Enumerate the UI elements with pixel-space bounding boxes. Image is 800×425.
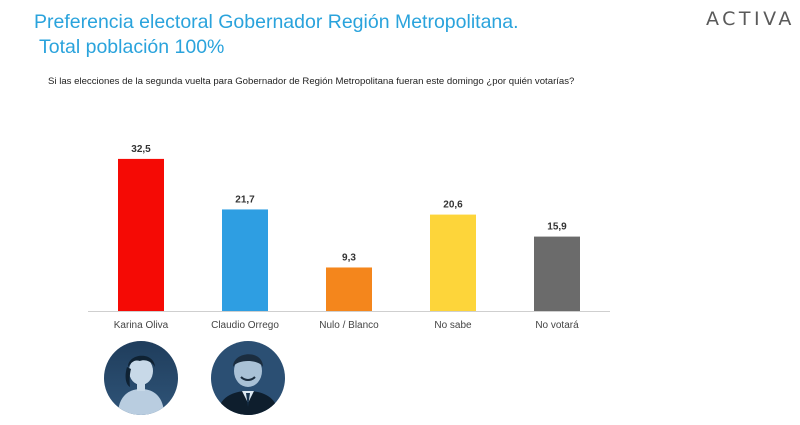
- value-label-5: 15,9: [547, 222, 567, 233]
- category-label-4: No sabe: [434, 320, 472, 331]
- bar-4: [430, 214, 476, 311]
- value-label-3: 9,3: [342, 252, 356, 263]
- value-label-1: 32,5: [131, 144, 151, 155]
- category-label-1: Karina Oliva: [114, 320, 169, 331]
- survey-question: Si las elecciones de la segunda vuelta p…: [48, 76, 575, 87]
- portrait-man-icon: [211, 341, 285, 415]
- portrait-woman-icon: [104, 341, 178, 415]
- activa-logo: ACTIVA: [706, 8, 795, 30]
- value-label-2: 21,7: [235, 194, 255, 205]
- category-label-3: Nulo / Blanco: [319, 320, 379, 331]
- value-label-4: 20,6: [443, 200, 463, 211]
- bar-3: [326, 267, 372, 311]
- bar-1: [118, 158, 164, 311]
- chart-title: Preferencia electoral Gobernador Región …: [34, 11, 519, 33]
- category-label-5: No votará: [535, 320, 579, 331]
- bar-5: [534, 236, 580, 311]
- chart-subtitle: Total población 100%: [39, 36, 225, 58]
- category-label-2: Claudio Orrego: [211, 320, 279, 331]
- bar-2: [222, 209, 268, 311]
